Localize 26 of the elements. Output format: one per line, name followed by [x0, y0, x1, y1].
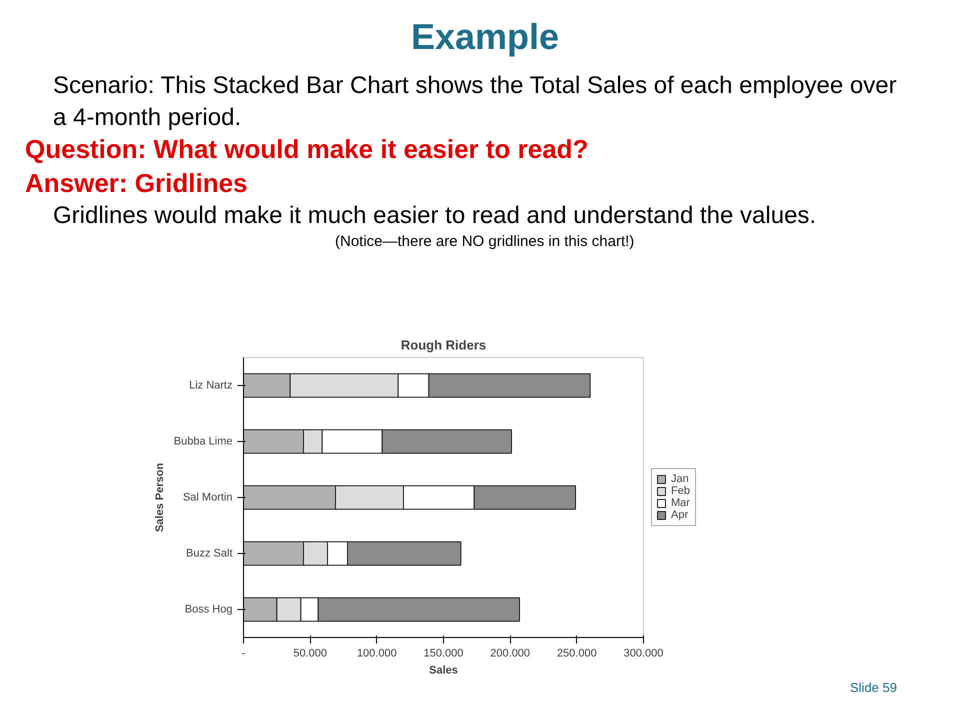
x-tick-label: 100.000 [356, 648, 397, 660]
y-axis-title: Sales Person [154, 462, 166, 532]
y-tick-label: Liz Nartz [189, 380, 233, 392]
text: (Notice—there are NO gridlines in this chart!) [335, 232, 636, 252]
text: Question: What would make it easier to read? [25, 132, 590, 166]
text: Answer: Gridlines [25, 166, 248, 200]
legend-label: Feb [671, 485, 691, 497]
text: Scenario: This Stacked Bar Chart shows the Total Sales of each employee over a 4-month period. [53, 71, 898, 133]
x-tick-label: 150.000 [424, 648, 464, 660]
legend-label: Apr [671, 509, 690, 521]
x-tick-label: 50.000 [293, 648, 327, 660]
text: Slide 59 [850, 679, 897, 697]
y-tick-label: Sal Mortin [182, 492, 233, 504]
text: Example [410, 15, 560, 59]
legend-label: Jan [671, 473, 690, 485]
x-tick-label: 200.000 [490, 648, 530, 660]
y-tick-label: Boss Hog [184, 604, 233, 616]
legend-label: Mar [671, 497, 691, 509]
x-tick-label: - [242, 648, 246, 660]
y-tick-label: Bubba Lime [174, 436, 233, 448]
text: Gridlines would make it much easier to read and understand the values. [53, 201, 818, 232]
y-tick-label: Buzz Salt [186, 548, 233, 560]
x-axis-title: Sales [429, 664, 458, 676]
x-tick-label: 300.000 [624, 648, 664, 660]
chart-title: Rough Riders [400, 338, 486, 352]
x-tick-label: 250.000 [556, 648, 597, 660]
